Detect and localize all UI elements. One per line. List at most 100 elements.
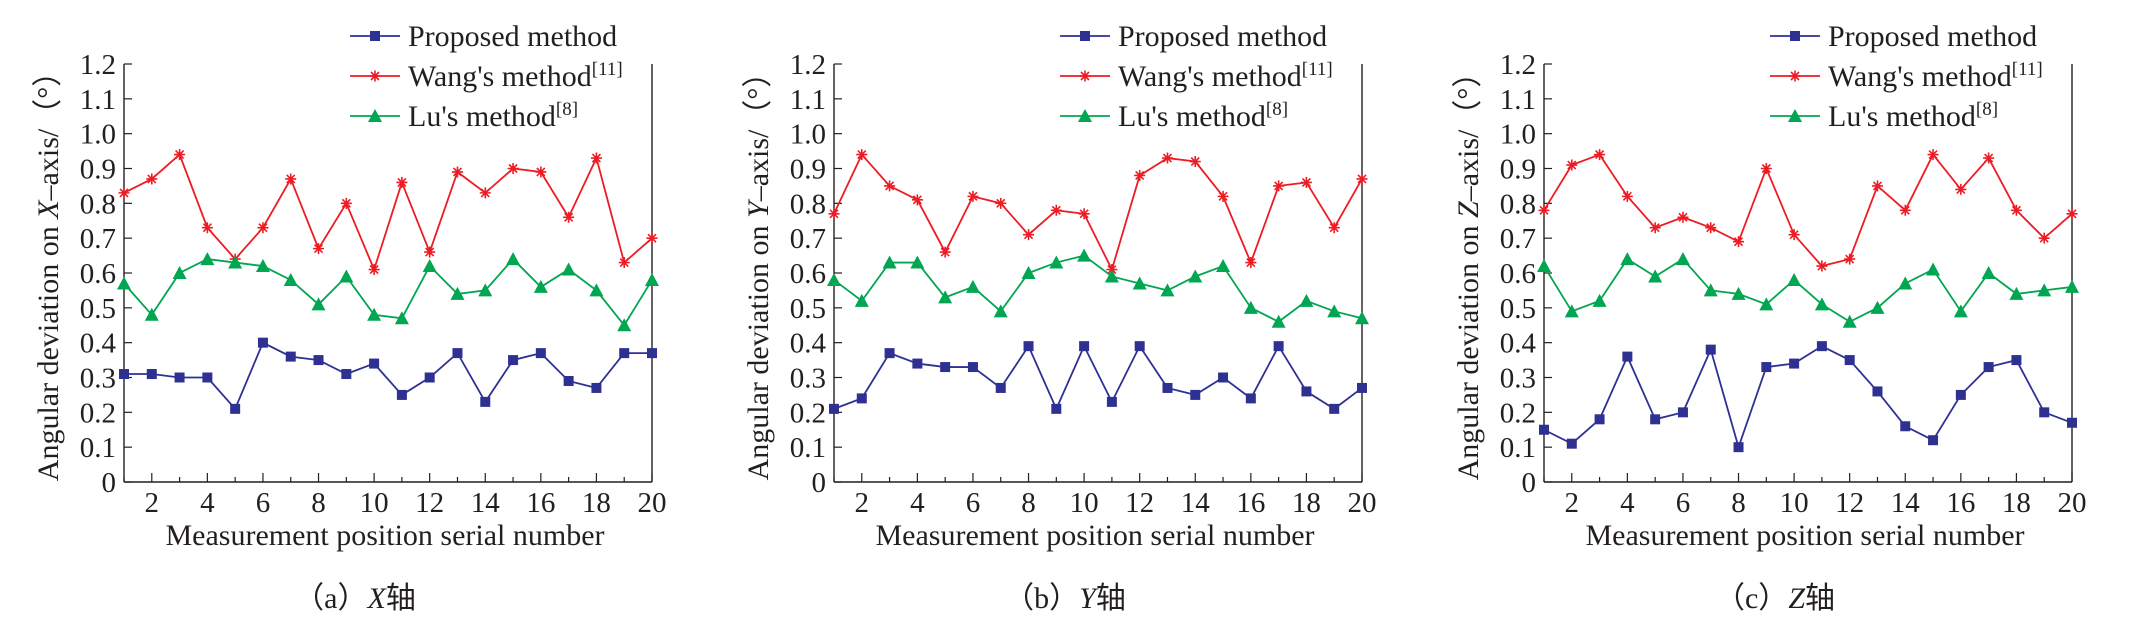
series-line-wang	[123, 153, 653, 273]
x-tick-label: 18	[2002, 487, 2031, 519]
data-point-wang	[1871, 180, 1883, 192]
y-axis-label-post: –axis/（°）	[1452, 58, 1485, 203]
data-point-wang	[1816, 260, 1828, 272]
data-point-wang	[646, 232, 658, 244]
data-point-wang	[1621, 190, 1633, 202]
data-point-proposed	[313, 355, 324, 366]
data-point-lu	[561, 262, 576, 276]
data-point-wang	[1050, 204, 1062, 216]
chart-panel-y: 0 0.1 0.2 0.3 0.4 0.5 0.6 0.7 0.8 0.9 1.0 1.1 1.2 2 4 6…	[710, 0, 1420, 618]
y-tick-label: 0.2	[790, 397, 826, 429]
data-point-wang	[995, 197, 1007, 209]
legend-label-proposed: Proposed method	[408, 20, 617, 53]
data-point-lu	[1814, 297, 1829, 311]
data-point-lu	[993, 304, 1008, 318]
y-axis-label-axis: Y	[742, 198, 775, 218]
series-line-lu	[123, 257, 653, 327]
data-point-lu	[533, 279, 548, 293]
y-tick-label: 0.4	[1500, 328, 1537, 360]
data-point-proposed	[146, 369, 157, 380]
legend-label-text: Lu's method	[408, 100, 556, 133]
x-tick-label: 2	[855, 487, 870, 519]
data-point-wang	[884, 180, 896, 192]
y-axis-label-pre: Angular deviation on	[742, 218, 775, 480]
data-point-wang	[1300, 176, 1312, 188]
data-point-lu	[1104, 269, 1119, 283]
series-line-proposed	[833, 344, 1363, 412]
legend-swatch-marker	[370, 31, 380, 41]
data-point-lu	[255, 259, 270, 273]
data-point-wang	[828, 208, 840, 220]
data-point-proposed	[1106, 396, 1117, 407]
data-point-wang	[535, 166, 547, 178]
data-point-lu	[1271, 314, 1286, 328]
data-point-lu	[1216, 259, 1231, 273]
series-proposed	[119, 337, 657, 414]
data-point-proposed	[202, 372, 213, 383]
legend-label-ref: [8]	[556, 99, 578, 120]
data-point-wang	[856, 149, 868, 161]
x-tick-label: 20	[2058, 487, 2087, 519]
y-tick-label: 0.3	[80, 363, 116, 395]
data-point-proposed	[647, 348, 657, 359]
data-point-proposed	[452, 348, 463, 359]
y-tick-label: 0.7	[1500, 223, 1536, 255]
data-point-proposed	[1650, 414, 1661, 425]
data-point-lu	[1299, 293, 1314, 307]
y-axis-label-pre: Angular deviation on	[1452, 218, 1485, 480]
data-point-lu	[1648, 269, 1663, 283]
series-line-wang	[833, 152, 1363, 272]
data-point-wang	[1594, 149, 1606, 161]
series-lu	[1537, 252, 2079, 328]
y-tick-label: 0.3	[1500, 363, 1536, 395]
x-tick-label: 20	[638, 487, 667, 519]
data-point-wang	[1927, 149, 1939, 161]
data-point-lu	[1787, 272, 1802, 286]
y-tick-label: 1.0	[80, 119, 116, 151]
legend-label-wang: Wang's method[11]	[1118, 59, 1333, 93]
y-tick-label: 0.6	[1500, 258, 1536, 290]
y-axis-label-post: –axis/（°）	[32, 57, 65, 202]
data-point-proposed	[1218, 372, 1229, 383]
data-point-lu	[827, 272, 841, 286]
data-point-proposed	[1357, 382, 1367, 393]
data-point-lu	[478, 283, 493, 297]
data-point-wang	[911, 194, 923, 206]
data-point-wang	[967, 190, 979, 202]
data-point-lu	[1077, 248, 1092, 262]
data-point-lu	[1731, 286, 1746, 300]
data-point-lu	[617, 318, 632, 332]
data-point-proposed	[2067, 417, 2077, 428]
chart-panel-x: 0 0.1 0.2 0.3 0.4 0.5 0.6 0.7 0.8 0.9 1.0 1.1 1.2 2 4 6…	[0, 0, 710, 618]
data-point-wang	[1955, 183, 1967, 195]
data-point-wang	[1273, 180, 1285, 192]
data-point-lu	[938, 290, 953, 304]
x-tick-label: 18	[582, 487, 611, 519]
x-tick-label: 10	[360, 487, 389, 519]
data-point-lu	[144, 307, 159, 321]
data-point-wang	[201, 222, 213, 234]
data-point-lu	[1021, 266, 1036, 279]
y-tick-label: 1.0	[1500, 119, 1536, 151]
data-point-lu	[117, 276, 131, 290]
y-tick-label: 1.0	[790, 119, 826, 151]
data-point-wang	[1538, 204, 1550, 216]
y-axis-label-axis: X	[32, 199, 65, 220]
data-point-proposed	[1566, 438, 1577, 449]
data-point-proposed	[1872, 386, 1883, 397]
data-point-proposed	[563, 375, 574, 386]
data-point-lu	[1355, 311, 1369, 325]
chart-panel-z: 0 0.1 0.2 0.3 0.4 0.5 0.6 0.7 0.8 0.9 1.0 1.1 1.2 2 4 6…	[1420, 0, 2130, 618]
data-point-proposed	[1301, 386, 1312, 397]
data-point-wang	[2038, 232, 2050, 244]
series-lu	[117, 252, 659, 332]
y-tick-label: 1.2	[790, 49, 826, 81]
data-point-proposed	[1134, 341, 1145, 352]
y-tick-label: 0.9	[1500, 154, 1536, 186]
legend-item-lu: Lu's method[8]	[350, 99, 578, 133]
data-point-wang	[1705, 222, 1717, 234]
data-point-proposed	[396, 389, 407, 400]
data-point-lu	[394, 311, 409, 325]
data-point-lu	[1537, 259, 1551, 273]
data-point-lu	[1953, 304, 1968, 318]
